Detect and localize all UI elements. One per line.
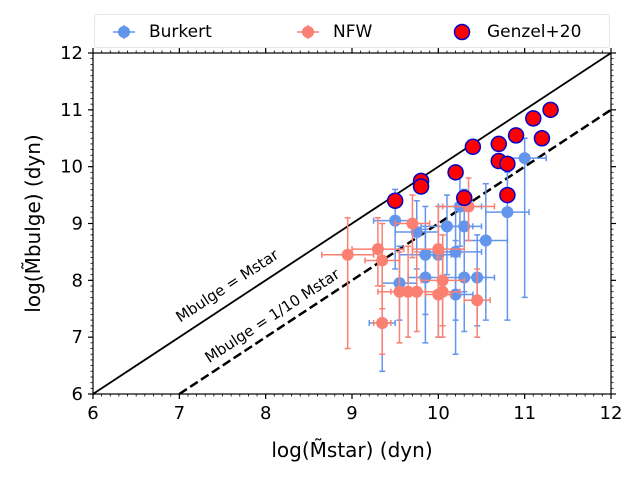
genzel-20-point-1 (386, 192, 404, 210)
nfw-marker (471, 294, 484, 307)
genzel-20-marker (464, 138, 482, 156)
x-axis-label: log(M̃star) (dyn) (271, 438, 432, 462)
genzel-20-marker (499, 186, 516, 204)
nfw-marker (371, 243, 384, 256)
x-tick-label: 7 (174, 403, 185, 424)
genzel-20-point-6 (464, 138, 482, 156)
nfw-marker (376, 254, 389, 267)
x-tick-label: 12 (600, 403, 623, 424)
genzel-20-marker (447, 164, 464, 181)
x-tick-label: 11 (513, 403, 536, 424)
legend-label-nfw: NFW (333, 22, 373, 42)
nfw-marker (406, 217, 419, 230)
y-tick-label: 12 (60, 43, 83, 64)
genzel-20-marker (507, 127, 525, 144)
legend: Burkert NFW Genzel+20 (94, 14, 610, 48)
nfw-marker (376, 316, 389, 329)
genzel-20-marker (490, 135, 508, 153)
reference-lines (92, 52, 612, 396)
burkert-marker (458, 220, 471, 233)
genzel-20-point-11 (507, 127, 525, 144)
y-tick-label: 10 (60, 157, 83, 178)
nfw-point-7 (394, 194, 431, 259)
nfw-marker (410, 285, 423, 298)
genzel-20-point-14 (542, 101, 559, 119)
x-tick-label: 6 (87, 403, 98, 424)
nfw-marker (341, 248, 354, 261)
nfw-marker (436, 285, 449, 298)
genzel-20-point-10 (499, 186, 516, 204)
genzel-20-marker (386, 192, 404, 210)
genzel-20-point-9 (499, 155, 516, 173)
y-tick-label: 6 (72, 384, 83, 405)
burkert-marker (501, 206, 514, 219)
genzel-20-marker (499, 155, 516, 173)
genzel-20-point-5 (455, 189, 473, 207)
y-tick-label: 9 (72, 214, 83, 235)
series-layer (321, 101, 559, 373)
genzel-20-marker (525, 110, 542, 127)
genzel-20-marker (455, 189, 473, 207)
nfw-point-1 (321, 217, 375, 350)
nfw-point-4 (364, 222, 401, 310)
legend-item-genzel: Genzel+20 (447, 15, 581, 49)
legend-marker-genzel (453, 23, 471, 41)
genzel-20-marker (533, 130, 551, 147)
legend-item-nfw: NFW (293, 15, 372, 49)
genzel-20-point-4 (447, 164, 464, 181)
nfw-point-12 (424, 251, 461, 338)
genzel-20-point-13 (533, 130, 551, 147)
x-tick-label: 8 (260, 403, 271, 424)
burkert-marker (518, 152, 531, 165)
legend-marker-burkert (113, 25, 135, 39)
burkert-marker (479, 234, 492, 247)
y-axis-label: log(M̃bulge) (dyn) (21, 134, 45, 312)
x-tick-label: 10 (427, 403, 450, 424)
genzel-20-point-3 (412, 178, 430, 195)
nfw-point-3 (372, 285, 392, 355)
legend-item-burkert: Burkert (109, 15, 212, 49)
legend-label-genzel: Genzel+20 (487, 22, 582, 42)
y-tick-label: 11 (60, 100, 83, 121)
legend-label-burkert: Burkert (149, 22, 212, 42)
nfw-point-14 (463, 268, 491, 338)
reference-line-1 (92, 52, 612, 395)
genzel-20-point-12 (525, 110, 542, 127)
y-tick-label: 8 (72, 270, 83, 291)
y-tick-label: 7 (72, 327, 83, 348)
genzel-20-marker (542, 101, 559, 119)
nfw-point-5 (381, 251, 418, 344)
genzel-20-marker (412, 178, 430, 195)
reference-line-2 (178, 108, 612, 396)
legend-marker-nfw (297, 25, 319, 39)
axes: 6 7 8 9 10 11 12 6 7 8 9 10 11 12 log(M̃star) (dyn) log… (21, 43, 622, 462)
genzel-20-point-8 (490, 135, 508, 153)
x-tick-label: 9 (346, 403, 357, 424)
